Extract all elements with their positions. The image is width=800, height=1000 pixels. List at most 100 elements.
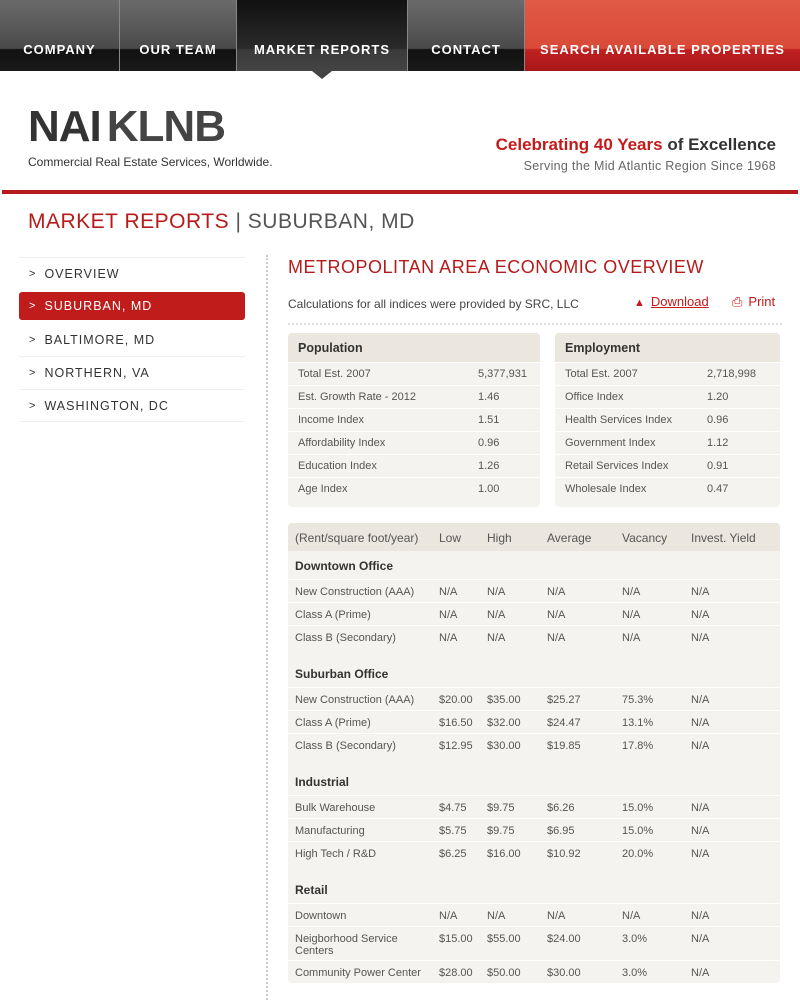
table-row: High Tech / R&D $6.25 $16.00 $10.92 20.0% N/A	[288, 841, 780, 864]
row-value: 2,718,998	[707, 368, 756, 380]
cell-value: N/A	[487, 910, 506, 922]
nav-contact[interactable]: CONTACT	[408, 0, 525, 71]
section-title: Downtown Office	[288, 551, 780, 579]
cell-value: $30.00	[487, 740, 521, 752]
cell-value: N/A	[622, 632, 641, 644]
table-row: Education Index 1.26	[288, 454, 540, 477]
table-row: Est. Growth Rate - 2012 1.46	[288, 385, 540, 408]
cell-value: N/A	[691, 632, 710, 644]
cell-value: N/A	[691, 848, 710, 860]
nav-label: COMPANY	[23, 42, 96, 57]
row-label: Health Services Index	[565, 414, 672, 426]
row-label: New Construction (AAA)	[295, 586, 415, 598]
dotted-divider	[288, 323, 782, 325]
chevron-right-icon: >	[29, 367, 37, 379]
logo-klnb: KLNB	[106, 102, 226, 151]
column-divider	[266, 255, 268, 1000]
cell-value: $6.26	[547, 802, 575, 814]
sidebar-item-overview[interactable]: > OVERVIEW	[19, 257, 245, 290]
row-label: High Tech / R&D	[295, 848, 377, 860]
cell-value: $4.75	[439, 802, 467, 814]
cell-value: N/A	[439, 632, 458, 644]
nav-search-properties[interactable]: SEARCH AVAILABLE PROPERTIES	[525, 0, 800, 71]
nav-market-reports[interactable]: MARKET REPORTS	[237, 0, 408, 79]
cell-value: N/A	[691, 910, 710, 922]
sidebar-item-northern-va[interactable]: > NORTHERN, VA	[19, 356, 245, 389]
nav-company[interactable]: COMPANY	[0, 0, 120, 71]
top-nav: COMPANY OUR TEAM MARKET REPORTS CONTACT …	[0, 0, 800, 79]
table-header-row: (Rent/square foot/year) Low High Average Vac…	[288, 523, 780, 551]
cell-value: $10.92	[547, 848, 581, 860]
cell-value: $12.95	[439, 740, 473, 752]
cell-value: $24.00	[547, 933, 581, 945]
print-link[interactable]: ⎙ Print	[732, 294, 776, 309]
cell-value: $20.00	[439, 694, 473, 706]
table-row: Affordability Index 0.96	[288, 431, 540, 454]
table-row: Total Est. 2007 2,718,998	[555, 362, 780, 385]
table-row: Retail Services Index 0.91	[555, 454, 780, 477]
chevron-right-icon: >	[29, 333, 37, 346]
table-row: Manufacturing $5.75 $9.75 $6.95 15.0% N/A	[288, 818, 780, 841]
section-title: Suburban Office	[288, 659, 780, 687]
slogan-highlight: Celebrating 40 Years	[495, 135, 663, 154]
section-title-text: Industrial	[295, 775, 350, 789]
row-label: Class B (Secondary)	[295, 632, 396, 644]
row-label: Neigborhood Service Centers	[295, 933, 398, 957]
cell-value: N/A	[439, 609, 458, 621]
column-header: Vacancy	[622, 531, 668, 545]
cell-value: N/A	[691, 825, 710, 837]
pdf-icon: ▲	[634, 297, 645, 309]
nav-label: CONTACT	[431, 42, 501, 57]
cell-value: N/A	[691, 802, 710, 814]
row-label: Income Index	[298, 414, 365, 426]
nav-label: OUR TEAM	[139, 42, 217, 57]
table-header: Population	[288, 333, 540, 362]
cell-value: N/A	[691, 717, 710, 729]
row-value: 0.96	[707, 414, 729, 426]
row-value: 1.00	[478, 483, 500, 495]
nav-label: MARKET REPORTS	[253, 42, 391, 57]
chevron-right-icon: >	[29, 268, 37, 280]
cell-value: N/A	[622, 609, 641, 621]
table-row: Bulk Warehouse $4.75 $9.75 $6.26 15.0% N/A	[288, 795, 780, 818]
table-row: Age Index 1.00	[288, 477, 540, 500]
section-title-text: Retail	[295, 883, 328, 897]
cell-value: $30.00	[547, 967, 581, 979]
sidebar-item-suburban-md[interactable]: > SUBURBAN, MD	[19, 292, 245, 320]
section-industrial: Industrial Bulk Warehouse $4.75 $9.75 $6.26 1…	[288, 767, 780, 864]
table-row: New Construction (AAA) N/A N/A N/A N/A N/A	[288, 579, 780, 602]
cell-value: N/A	[691, 967, 710, 979]
table-row: Class B (Secondary) N/A N/A N/A N/A N/A	[288, 625, 780, 648]
table-row: Community Power Center $28.00 $50.00 $30.00…	[288, 960, 780, 983]
row-label: New Construction (AAA)	[295, 694, 415, 706]
slogan: Celebrating 40 Years of Excellence Servi…	[496, 135, 776, 173]
population-table: Population Total Est. 2007 5,377,931 Est. G…	[288, 333, 540, 507]
row-label: Wholesale Index	[565, 483, 647, 495]
row-label: Age Index	[298, 483, 348, 495]
nav-our-team[interactable]: OUR TEAM	[120, 0, 237, 71]
row-value: 1.51	[478, 414, 500, 426]
cell-value: $55.00	[487, 933, 521, 945]
row-label: Retail Services Index	[565, 460, 669, 472]
row-value: 1.26	[478, 460, 500, 472]
table-row: Downtown N/A N/A N/A N/A N/A	[288, 903, 780, 926]
sidebar-item-washington-dc[interactable]: > WASHINGTON, DC	[19, 389, 245, 422]
cell-value: N/A	[487, 632, 506, 644]
row-value: 1.20	[707, 391, 729, 403]
row-label: Government Index	[565, 437, 656, 449]
download-link[interactable]: ▲ Download	[634, 294, 709, 309]
cell-value: N/A	[622, 910, 641, 922]
row-label: Total Est. 2007	[565, 368, 638, 380]
main-content: METROPOLITAN AREA ECONOMIC OVERVIEW Calc…	[288, 255, 782, 983]
chevron-right-icon: >	[29, 300, 37, 312]
row-label: Manufacturing	[295, 825, 365, 837]
cell-value: N/A	[487, 586, 506, 598]
logo[interactable]: NAI KLNB Commercial Real Estate Services,…	[28, 102, 273, 170]
row-label: Bulk Warehouse	[295, 802, 376, 814]
cell-value: N/A	[691, 586, 710, 598]
table-row: Wholesale Index 0.47	[555, 477, 780, 500]
printer-icon: ⎙	[732, 294, 743, 309]
cell-value: N/A	[691, 609, 710, 621]
table-row: Health Services Index 0.96	[555, 408, 780, 431]
sidebar-item-baltimore-md[interactable]: > BALTIMORE, MD	[29, 332, 156, 347]
